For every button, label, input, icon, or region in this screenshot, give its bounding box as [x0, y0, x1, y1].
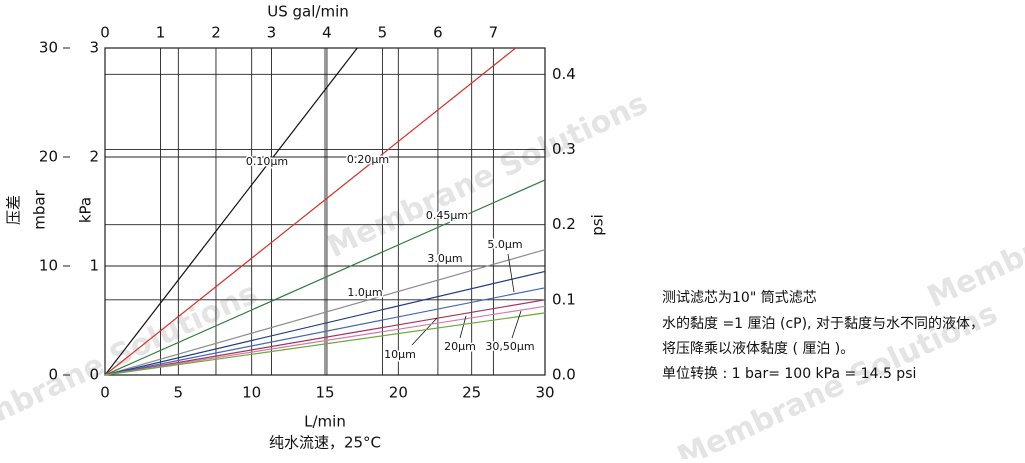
x-tick-label: 15	[315, 384, 334, 402]
top-tick-label: 2	[211, 24, 221, 42]
series-label: 20µm	[444, 340, 476, 353]
top-tick-label: 5	[378, 24, 388, 42]
leader-line	[507, 253, 515, 293]
x-axis-sublabel: 纯水流速，25°C	[269, 434, 381, 452]
psi-axis-label: psi	[589, 214, 607, 236]
watermark: Membrane Solutions	[0, 276, 263, 455]
x-tick-label: 10	[242, 384, 261, 402]
series-line	[104, 249, 546, 376]
series-label: 10µm	[384, 348, 416, 361]
series-label: 0.10µm	[246, 155, 288, 168]
top-axis-label: US gal/min	[267, 3, 349, 21]
psi-tick-label: 0.3	[552, 140, 576, 158]
top-tick-label: 4	[322, 24, 332, 42]
y-axis-label: 压差	[5, 195, 23, 225]
x-tick-label: 0	[100, 384, 110, 402]
series-label: 0.20µm	[347, 153, 389, 166]
watermark: Membrane Solutions	[922, 136, 1025, 315]
kpa-axis-label: kPa	[77, 197, 95, 223]
kpa-tick-label: 1	[89, 257, 99, 275]
series-line	[104, 179, 546, 376]
y-tick-label: 0	[48, 366, 58, 384]
kpa-tick-label: 0	[89, 366, 99, 384]
series-line	[104, 270, 546, 376]
series-label: 0.45µm	[426, 209, 468, 222]
psi-tick-label: 0.2	[552, 215, 576, 233]
series-line	[104, 47, 358, 376]
series-label: 1.0µm	[347, 286, 382, 299]
note: 测试滤芯为10" 筒式滤芯	[662, 289, 817, 306]
x-tick-label: 20	[389, 384, 408, 402]
psi-tick-label: 0.0	[552, 366, 576, 384]
series-line	[104, 287, 546, 376]
top-tick-label: 7	[489, 24, 499, 42]
y-axis-unit: mbar	[31, 189, 49, 229]
series-label: 30,50µm	[485, 340, 534, 353]
y-tick-label: 30	[39, 39, 58, 57]
top-tick-label: 6	[433, 24, 443, 42]
x-tick-label: 25	[462, 384, 481, 402]
series-line	[104, 299, 546, 376]
leader-line	[511, 310, 522, 339]
x-axis-label: L/min	[304, 413, 346, 431]
y-tick-label: 20	[39, 148, 58, 166]
note: 单位转换 : 1 bar= 100 kPa = 14.5 psi	[662, 365, 916, 382]
series-line	[104, 47, 517, 376]
kpa-tick-label: 3	[89, 39, 99, 57]
x-tick-label: 30	[535, 384, 554, 402]
series-line	[104, 305, 546, 376]
series-line	[104, 312, 546, 376]
y-tick-label: 10	[39, 257, 58, 275]
psi-tick-label: 0.4	[552, 65, 576, 83]
top-tick-label: 1	[156, 24, 166, 42]
kpa-tick-label: 2	[89, 148, 99, 166]
leader-line	[459, 315, 467, 339]
top-tick-label: 3	[267, 24, 277, 42]
psi-tick-label: 0.1	[552, 290, 576, 308]
top-tick-label: 0	[100, 24, 110, 42]
note: 水的黏度 =1 厘泊 (cP), 对于黏度与水不同的液体，	[662, 316, 984, 332]
x-tick-label: 5	[174, 384, 184, 402]
note: 将压降乘以液体黏度 ( 厘泊 )。	[662, 341, 854, 357]
series-label: 5.0µm	[487, 238, 522, 251]
leader-line	[411, 317, 438, 346]
series-label: 3.0µm	[427, 252, 462, 265]
